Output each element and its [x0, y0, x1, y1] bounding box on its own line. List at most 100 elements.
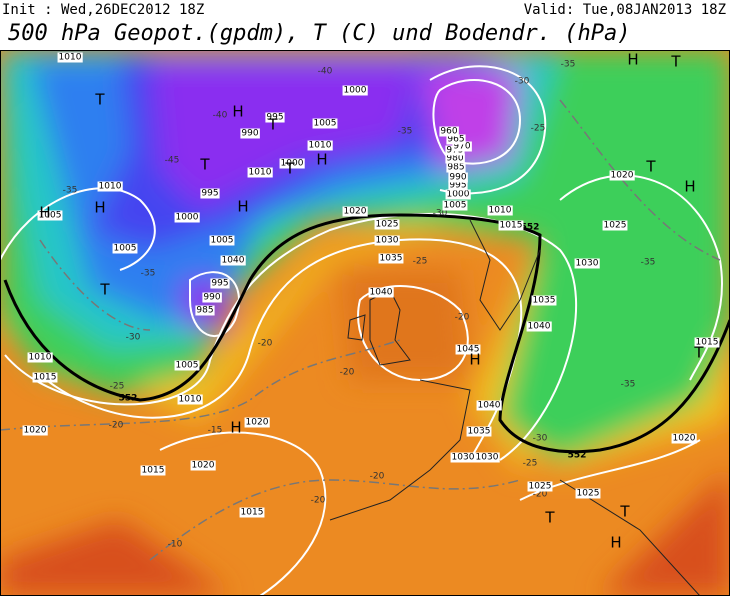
pressure-label-bg — [609, 170, 635, 181]
pressure-label-bg — [112, 243, 138, 254]
low-marker: T — [284, 160, 295, 178]
header-bg — [0, 0, 730, 50]
temperature-label: -30 — [433, 209, 448, 219]
isotherms — [0, 99, 721, 561]
high-marker: H — [316, 151, 327, 169]
temperature-label: -30 — [533, 434, 548, 444]
pressure-label: 1015 — [696, 338, 719, 348]
pressure-label: 1030 — [452, 453, 475, 463]
temperature-label: -25 — [531, 124, 546, 134]
pressure-label-bg — [452, 141, 472, 152]
pressure-label-bg — [27, 352, 53, 363]
temperature-label: -45 — [165, 156, 180, 166]
temperature-label: -25 — [110, 382, 125, 392]
pressure-label: 1035 — [468, 427, 491, 437]
pressure-label: 1040 — [478, 401, 501, 411]
pressure-label: 1020 — [246, 418, 269, 428]
pressure-label-bg — [247, 167, 273, 178]
pressure-label: 990 — [449, 173, 466, 183]
pressure-label: 1010 — [309, 141, 332, 151]
pressure-label-bg — [202, 292, 222, 303]
pressure-label: 1010 — [249, 168, 272, 178]
pressure-label: 1025 — [604, 221, 627, 231]
pressure-label: 1000 — [176, 213, 199, 223]
map-title: 500 hPa Geopot.(gpdm), T (C) und Bodendr… — [8, 21, 631, 46]
valid-time: Valid: Tue,08JAN2013 18Z — [524, 2, 726, 18]
pressure-label: 1015 — [500, 221, 523, 231]
geopotential-label: 552 — [119, 394, 138, 404]
pressure-label-bg — [22, 425, 48, 436]
pressure-label-bg — [694, 337, 720, 348]
temperature-label: -35 — [621, 380, 636, 390]
pressure-label: 1020 — [192, 461, 215, 471]
pressure-label: 1035 — [380, 254, 403, 264]
low-marker: T — [267, 116, 278, 134]
pressure-label-bg — [195, 305, 215, 316]
pressure-label: 1005 — [176, 361, 199, 371]
pressure-label-bg — [97, 181, 123, 192]
temperature-label: -20 — [109, 421, 124, 431]
pressure-label: 1015 — [142, 466, 165, 476]
high-marker: H — [684, 178, 695, 196]
pressure-label: 1020 — [344, 207, 367, 217]
pressure-label-bg — [140, 465, 166, 476]
pressure-label-bg — [442, 200, 468, 211]
pressure-label-bg — [209, 235, 235, 246]
pressure-label-bg — [602, 220, 628, 231]
pressure-label-bg — [37, 210, 63, 221]
pressure-label-bg — [190, 460, 216, 471]
pressure-label: 1005 — [39, 211, 62, 221]
pressure-label: 1010 — [29, 353, 52, 363]
pressure-label-bg — [448, 172, 468, 183]
temperature-label: -20 — [340, 368, 355, 378]
low-marker: T — [99, 281, 110, 299]
pressure-label: 1045 — [457, 345, 480, 355]
pressure-label-bg — [240, 128, 260, 139]
temperature-label: -25 — [523, 459, 538, 469]
pressure-label-bg — [378, 253, 404, 264]
pressure-label-bg — [342, 85, 368, 96]
low-marker: T — [199, 156, 210, 174]
pressure-label-bg — [312, 118, 338, 129]
pressure-label: 995 — [266, 113, 283, 123]
pressure-label-bg — [265, 112, 285, 123]
pressure-label: 970 — [453, 142, 470, 152]
temperature-label: -20 — [533, 490, 548, 500]
low-marker: T — [693, 344, 704, 362]
pressure-label-bg — [210, 278, 230, 289]
pressure-label: 985 — [447, 163, 464, 173]
pressure-label-bg — [446, 134, 466, 145]
pressure-label-bg — [200, 188, 220, 199]
low-marker: T — [670, 53, 681, 71]
pressure-label: 1005 — [114, 244, 137, 254]
pressure-label-bg — [244, 417, 270, 428]
pressure-label-bg — [574, 258, 600, 269]
geopotential-label: 552 — [521, 223, 540, 233]
pressure-label-bg — [177, 394, 203, 405]
pressure-label-bg — [342, 206, 368, 217]
pressure-label: 1020 — [611, 171, 634, 181]
geopotential-label: 552 — [568, 451, 587, 461]
pressure-label: 960 — [440, 127, 457, 137]
pressure-label: 1040 — [222, 256, 245, 266]
temperature-label: -35 — [561, 60, 576, 70]
pressure-label-bg — [374, 219, 400, 230]
pressure-label-bg — [279, 158, 305, 169]
pressure-label-bg — [466, 426, 492, 437]
pressure-label: 1025 — [529, 482, 552, 492]
pressure-label: 1005 — [314, 119, 337, 129]
temperature-label: -20 — [258, 339, 273, 349]
pressure-label: 1025 — [577, 489, 600, 499]
pressure-label-bg — [32, 372, 58, 383]
pressure-label: 995 — [449, 181, 466, 191]
low-marker: T — [619, 503, 630, 521]
temperature-label: -15 — [208, 426, 223, 436]
pressure-label: 1000 — [344, 86, 367, 96]
pressure-label-bg — [476, 400, 502, 411]
pressure-label: 980 — [446, 154, 463, 164]
pressure-label-bg — [445, 189, 471, 200]
pressure-label: 965 — [447, 135, 464, 145]
high-marker: H — [94, 199, 105, 217]
